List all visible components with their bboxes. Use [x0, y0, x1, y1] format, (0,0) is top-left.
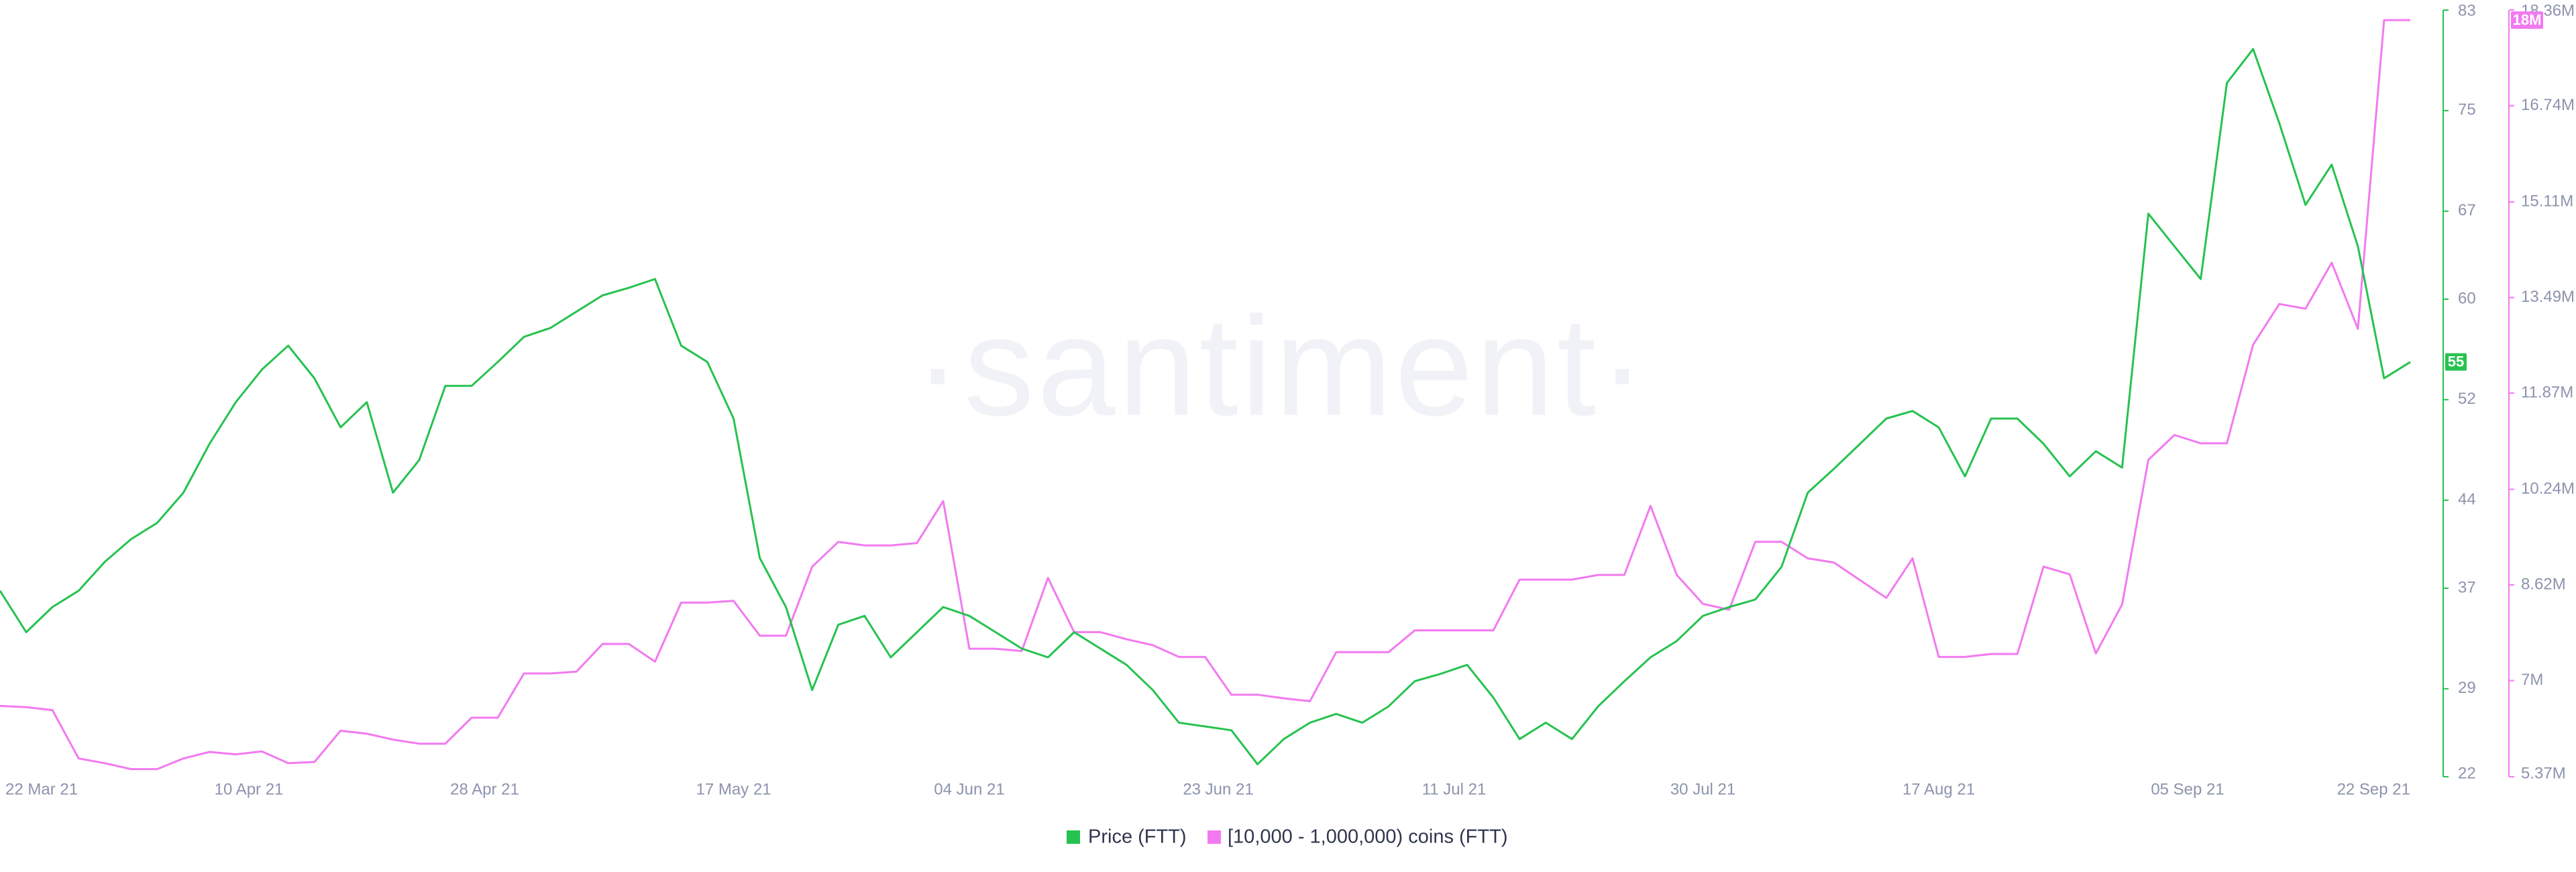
- y2-tick-label: 10.24M: [2521, 480, 2575, 498]
- y-tick-label: 83: [2458, 1, 2476, 19]
- y2-tick-label: 11.87M: [2521, 383, 2573, 401]
- x-tick-label: 22 Sep 21: [2337, 780, 2410, 798]
- y-tick-label: 44: [2458, 490, 2476, 508]
- legend-swatch: [1067, 830, 1080, 844]
- y2-tick-label: 16.74M: [2521, 96, 2575, 114]
- y-tick-label: 67: [2458, 201, 2476, 219]
- x-tick-label: 11 Jul 21: [1422, 780, 1487, 798]
- x-tick-label: 10 Apr 21: [215, 780, 284, 798]
- legend-label: [10,000 - 1,000,000) coins (FTT): [1228, 826, 1507, 848]
- x-tick-label: 05 Sep 21: [2151, 780, 2224, 798]
- watermark: ·santiment·: [914, 287, 1648, 445]
- x-tick-label: 22 Mar 21: [5, 780, 78, 798]
- current-value-label: 55: [2448, 353, 2464, 370]
- y-tick-label: 60: [2458, 289, 2476, 307]
- series-line: [0, 48, 2411, 765]
- y-tick-label: 22: [2458, 764, 2476, 782]
- current-value-badge: [2511, 11, 2543, 29]
- x-tick-label: 28 Apr 21: [450, 780, 519, 798]
- x-tick-label: 23 Jun 21: [1183, 780, 1253, 798]
- y2-tick-label: 5.37M: [2521, 764, 2566, 782]
- current-value-label: 18M: [2513, 11, 2542, 28]
- y-tick-label: 37: [2458, 578, 2476, 596]
- y2-tick-label: 13.49M: [2521, 288, 2575, 306]
- y-tick-label: 75: [2458, 101, 2476, 119]
- y-tick-label: 52: [2458, 390, 2476, 408]
- y-tick-label: 29: [2458, 679, 2476, 697]
- plot-area: [0, 19, 2411, 771]
- x-tick-label: 17 Aug 21: [1902, 780, 1975, 798]
- y2-tick-label: 15.11M: [2521, 192, 2573, 210]
- x-tick-label: 30 Jul 21: [1670, 780, 1735, 798]
- series-line: [0, 19, 2410, 771]
- current-value-badge: [2445, 353, 2467, 371]
- x-tick-label: 04 Jun 21: [934, 780, 1004, 798]
- legend-label: Price (FTT): [1088, 826, 1187, 848]
- y2-tick-label: 7M: [2521, 671, 2543, 689]
- legend-swatch: [1208, 830, 1221, 844]
- y2-tick-label: 8.62M: [2521, 575, 2566, 593]
- x-tick-label: 17 May 21: [696, 780, 771, 798]
